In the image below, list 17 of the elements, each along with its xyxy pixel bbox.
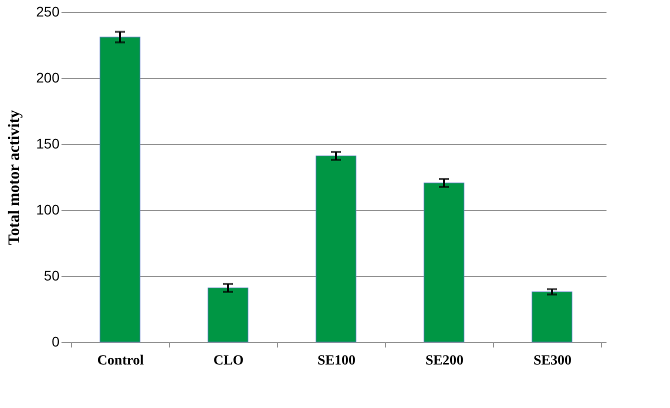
x-tick-label: SE200 [425,354,464,368]
x-tick-label: SE100 [317,354,356,368]
y-axis-title: Total motor activity [6,110,24,246]
y-tick-label: 50 [44,268,60,284]
bar [316,156,356,342]
bar [208,288,248,342]
bar [424,182,464,342]
x-tick-label: CLO [213,354,244,368]
bar [532,292,572,342]
y-tick-label: 250 [36,4,60,20]
y-tick-label: 200 [36,70,60,86]
x-tick-label: SE300 [533,354,572,368]
y-tick-label: 0 [52,334,60,350]
bar [100,36,140,342]
y-tick-label: 100 [36,202,60,218]
y-tick-label: 150 [36,136,60,152]
x-tick-label: Control [97,354,144,368]
